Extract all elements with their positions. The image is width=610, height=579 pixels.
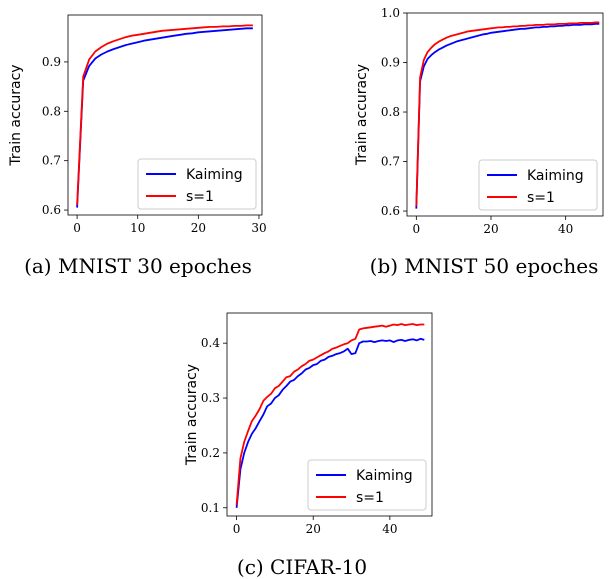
legend-label: s=1 [186,189,214,205]
y-tick-label: 0.1 [201,501,220,515]
y-tick-label: 0.4 [201,336,220,350]
legend-label: Kaiming [356,468,413,484]
y-tick-label: 0.8 [381,105,400,119]
figure-caption: (a) MNIST 30 epoches [24,254,252,278]
figure-caption: (c) CIFAR-10 [237,555,367,579]
legend-label: s=1 [527,190,555,206]
x-tick-label: 0 [413,222,421,236]
series-line-s-1 [235,323,425,506]
series-line-kaiming [415,22,600,209]
x-tick-label: 30 [251,221,266,235]
y-tick-label: 0.3 [201,391,220,405]
series-line-s-1 [415,21,600,207]
legend: Kaiming s=1 [478,159,598,211]
x-tick-label: 20 [191,221,206,235]
legend: Kaiming s=1 [137,158,257,210]
series-line-kaiming [76,27,253,208]
legend-label: Kaiming [527,168,584,184]
y-axis-label: Train accuracy [354,64,370,166]
figure-caption: (b) MNIST 50 epoches [370,254,599,278]
legend-label: s=1 [356,490,384,506]
y-tick-label: 1.0 [381,6,400,20]
y-tick-label: 0.7 [381,155,400,169]
series-line-kaiming [235,337,425,508]
x-tick-label: 0 [73,221,81,235]
legend: Kaiming s=1 [307,459,427,511]
y-tick-label: 0.6 [42,203,61,217]
legend-label: Kaiming [186,167,243,183]
x-tick-label: 40 [382,522,397,536]
y-tick-label: 0.6 [381,204,400,218]
y-tick-label: 0.8 [42,104,61,118]
x-tick-label: 40 [558,222,573,236]
y-tick-label: 0.9 [42,55,61,69]
x-tick-label: 20 [306,522,321,536]
x-tick-label: 0 [233,522,241,536]
chart-panel-2: 0 20 40 0.6 0.7 0.8 0.9 1.0 Train accuracy Kaimin… [354,6,604,278]
y-axis-label: Train accuracy [184,364,200,466]
chart-panel-1: 0 10 20 30 0.6 0.7 0.8 0.9 Train accuracy Kaiming… [8,14,267,278]
x-tick-label: 10 [130,221,145,235]
y-tick-label: 0.9 [381,56,400,70]
y-tick-label: 0.2 [201,446,220,460]
y-axis-label: Train accuracy [8,64,24,166]
y-tick-label: 0.7 [42,154,61,168]
series-line-s-1 [76,24,253,206]
x-tick-label: 20 [483,222,498,236]
